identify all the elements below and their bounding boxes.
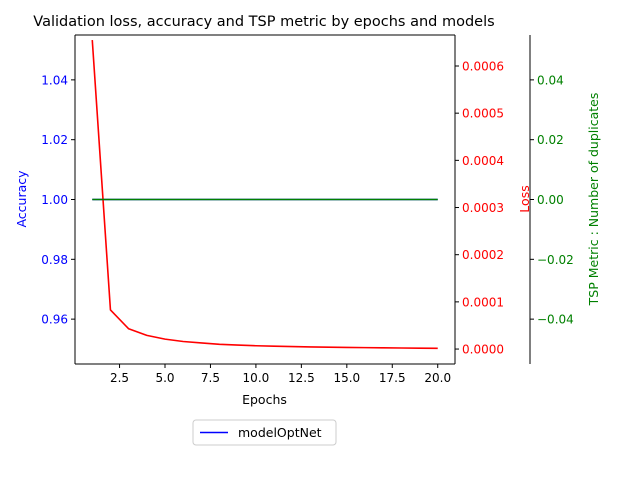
accuracy-tick-label: 1.02 [41,133,68,147]
x-tick-label: 12.5 [288,371,315,385]
loss-tick-label: 0.0004 [462,154,504,168]
tsp-tick-label: −0.04 [537,313,574,327]
loss-tick-label: 0.0006 [462,59,504,73]
chart-title: Validation loss, accuracy and TSP metric… [33,14,494,30]
x-tick-label: 10.0 [243,371,270,385]
accuracy-axis-label: Accuracy [14,170,29,228]
loss-tick-label: 0.0000 [462,343,504,357]
tsp-tick-label: 0.04 [537,73,564,87]
tsp-tick-label: 0.00 [537,193,564,207]
loss-tick-label: 0.0003 [462,201,504,215]
x-tick-label: 15.0 [333,371,360,385]
accuracy-axis: 0.96 0.98 1.00 1.02 1.04 [41,73,75,327]
tsp-tick-label: 0.02 [537,133,564,147]
legend: modelOptNet [192,419,337,446]
loss-tick-label: 0.0005 [462,107,504,121]
x-tick-label: 2.5 [110,371,129,385]
x-tick-label: 17.5 [379,371,406,385]
tsp-tick-label: −0.02 [537,253,574,267]
x-axis-label: Epochs [242,392,287,407]
x-tick-label: 5.0 [155,371,174,385]
x-tick-label: 20.0 [424,371,451,385]
legend-label-modelOptNet: modelOptNet [238,425,322,440]
tsp-axis: −0.04 −0.02 0.00 0.02 0.04 [529,35,574,364]
accuracy-tick-label: 0.98 [41,253,68,267]
loss-axis: 0.0000 0.0001 0.0002 0.0003 0.0004 0.0005 0.00… [455,59,504,357]
x-tick-label: 7.5 [201,371,220,385]
accuracy-tick-label: 0.96 [41,313,68,327]
loss-tick-label: 0.0001 [462,295,504,309]
loss-axis-label: Loss [517,185,532,212]
tsp-axis-label: TSP Metric : Number of duplicates [586,93,601,307]
series-layer [91,39,438,350]
series-line-loss [91,39,438,350]
accuracy-tick-label: 1.04 [41,73,68,87]
accuracy-tick-label: 1.00 [41,193,68,207]
legend-box [192,419,337,446]
x-axis: 2.5 5.0 7.5 10.0 12.5 15.0 17.5 20.0 [110,364,451,385]
loss-tick-label: 0.0002 [462,248,504,262]
